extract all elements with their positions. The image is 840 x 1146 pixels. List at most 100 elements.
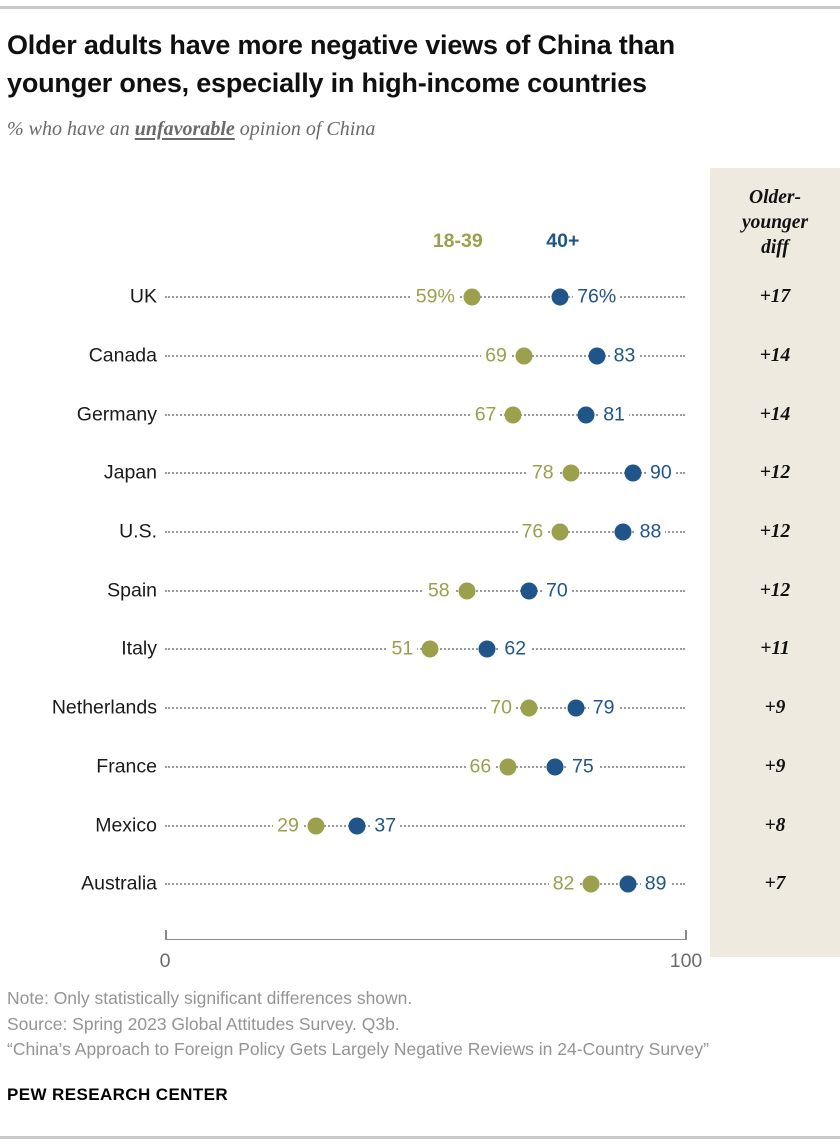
dotted-leader (165, 883, 685, 886)
axis-tick-0 (165, 930, 167, 940)
old-value-label: 81 (599, 403, 629, 427)
old-value-label: 62 (500, 637, 531, 661)
country-label: Australia (81, 872, 157, 895)
row-track: 66 75 (165, 738, 685, 797)
old-value-label: 37 (370, 814, 401, 838)
young-dot (307, 817, 325, 835)
country-label: Italy (121, 637, 157, 660)
chart-row: Mexico 29 37 +8 (0, 796, 840, 855)
young-dot (458, 582, 476, 600)
chart-row: Australia 82 89 +7 (0, 855, 840, 914)
country-label: France (96, 755, 157, 778)
old-dot (478, 640, 496, 658)
chart-rows: UK 59% 76% +17 Canada 69 83 +14 Germany … (0, 268, 840, 914)
young-dot (504, 406, 522, 424)
notes-block: Note: Only statistically significant dif… (7, 986, 709, 1063)
row-track: 67 81 (165, 385, 685, 444)
old-dot (348, 817, 366, 835)
old-value-label: 90 (646, 461, 676, 485)
diff-value: +8 (764, 814, 786, 836)
dotted-leader (165, 472, 685, 475)
chart-row: Germany 67 81 +14 (0, 385, 840, 444)
dotted-leader (165, 413, 685, 416)
diff-column-header: Older-younger diff (741, 187, 809, 258)
report-title-line: “China’s Approach to Foreign Policy Gets… (7, 1039, 709, 1059)
old-dot (567, 699, 585, 717)
old-dot (614, 523, 632, 541)
subtitle-suffix: opinion of China (234, 118, 376, 140)
old-value-label: 79 (588, 696, 619, 720)
young-dot (520, 699, 538, 717)
top-border (0, 6, 840, 9)
old-value-label: 83 (609, 344, 640, 368)
young-value-label: 51 (387, 637, 418, 661)
legend-40plus: 40+ (546, 230, 580, 252)
row-track: 58 70 (165, 561, 685, 620)
chart-row: UK 59% 76% +17 (0, 268, 840, 327)
country-label: Canada (88, 344, 157, 367)
chart-row: U.S. 76 88 +12 (0, 503, 840, 562)
young-dot (551, 523, 569, 541)
country-label: Germany (76, 403, 157, 426)
young-value-label: 78 (527, 461, 558, 485)
country-label: Netherlands (51, 696, 157, 719)
footer-brand: PEW RESEARCH CENTER (7, 1085, 229, 1104)
row-track: 76 88 (165, 503, 685, 562)
old-dot (577, 406, 595, 424)
young-value-label: 70 (486, 696, 516, 720)
young-dot (499, 758, 517, 776)
chart-row: Italy 51 62 +11 (0, 620, 840, 679)
young-dot (463, 288, 481, 306)
young-value-label: 59% (411, 285, 459, 309)
young-value-label: 29 (273, 814, 303, 838)
row-track: 82 89 (165, 855, 685, 914)
diff-value: +14 (759, 345, 791, 367)
legend-18-39: 18-39 (432, 230, 483, 252)
diff-value: +7 (764, 873, 786, 895)
row-track: 51 62 (165, 620, 685, 679)
dotted-leader (165, 824, 685, 827)
dotted-leader (165, 765, 685, 768)
row-track: 70 79 (165, 679, 685, 738)
chart-title: Older adults have more negative views of… (7, 30, 675, 98)
subtitle-prefix: % who have an (7, 118, 135, 140)
old-value-label: 75 (568, 755, 598, 779)
country-label: Japan (103, 461, 157, 484)
young-dot (421, 640, 439, 658)
row-track: 29 37 (165, 796, 685, 855)
source-line: Source: Spring 2023 Global Attitudes Sur… (7, 1013, 400, 1034)
young-value-label: 58 (423, 579, 454, 603)
x-axis: 0 100 (0, 930, 840, 980)
old-value-label: 76% (573, 285, 621, 309)
chart-row: Japan 78 90 +12 (0, 444, 840, 503)
diff-value: +9 (764, 755, 786, 777)
old-dot (546, 758, 564, 776)
young-value-label: 82 (548, 872, 579, 896)
chart-subtitle: % who have an unfavorable opinion of Chi… (7, 118, 375, 141)
old-value-label: 70 (542, 579, 572, 603)
old-dot (551, 288, 569, 306)
diff-panel-background (710, 168, 840, 957)
row-track: 59% 76% (165, 268, 685, 327)
young-value-label: 76 (517, 520, 548, 544)
old-value-label: 89 (640, 872, 671, 896)
dotted-leader (165, 531, 685, 534)
row-track: 69 83 (165, 327, 685, 386)
old-dot (619, 875, 637, 893)
young-value-label: 69 (481, 344, 511, 368)
subtitle-emphasis: unfavorable (134, 118, 235, 140)
young-dot (582, 875, 600, 893)
diff-value: +11 (760, 638, 790, 660)
chart-row: Canada 69 83 +14 (0, 327, 840, 386)
legend: 18-39 40+ (165, 230, 685, 254)
axis-line (165, 939, 686, 940)
old-dot (520, 582, 538, 600)
dotted-leader (165, 355, 685, 358)
diff-value: +12 (759, 521, 791, 543)
chart-row: Spain 58 70 +12 (0, 561, 840, 620)
young-dot (562, 464, 580, 482)
old-dot (624, 464, 642, 482)
diff-value: +17 (759, 286, 791, 308)
old-dot (588, 347, 606, 365)
